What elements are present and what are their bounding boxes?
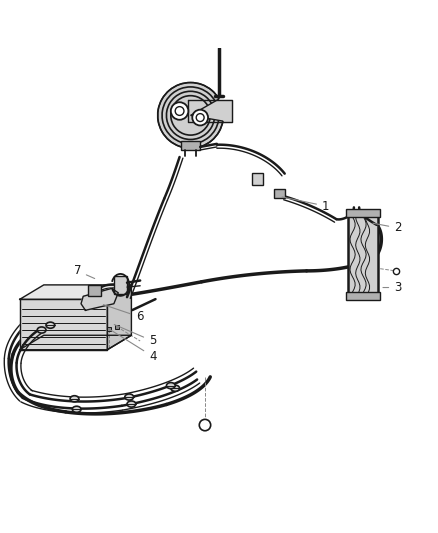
Ellipse shape [70, 395, 79, 402]
Ellipse shape [166, 383, 175, 389]
Ellipse shape [72, 406, 81, 413]
Bar [88, 285, 101, 296]
Bar [181, 141, 200, 150]
Bar [346, 292, 380, 300]
Bar [274, 189, 285, 198]
Wedge shape [158, 83, 223, 148]
Text: 5: 5 [114, 325, 156, 348]
Text: 6: 6 [103, 305, 143, 324]
Polygon shape [20, 335, 131, 350]
Polygon shape [20, 285, 131, 300]
Polygon shape [188, 100, 232, 122]
Polygon shape [20, 300, 107, 350]
Text: 3: 3 [383, 281, 402, 294]
Ellipse shape [46, 322, 55, 328]
Polygon shape [107, 285, 131, 350]
Circle shape [171, 102, 188, 120]
Ellipse shape [127, 401, 136, 407]
Ellipse shape [171, 385, 180, 391]
Polygon shape [81, 288, 118, 310]
Text: 1: 1 [282, 197, 329, 213]
Ellipse shape [125, 394, 134, 400]
Bar [114, 276, 127, 294]
Ellipse shape [37, 327, 46, 333]
Circle shape [192, 110, 208, 125]
Bar [348, 212, 378, 297]
Bar [346, 209, 380, 217]
Text: 7: 7 [74, 264, 95, 279]
Bar [252, 173, 263, 185]
Text: 4: 4 [111, 330, 156, 363]
Text: 2: 2 [373, 221, 402, 235]
